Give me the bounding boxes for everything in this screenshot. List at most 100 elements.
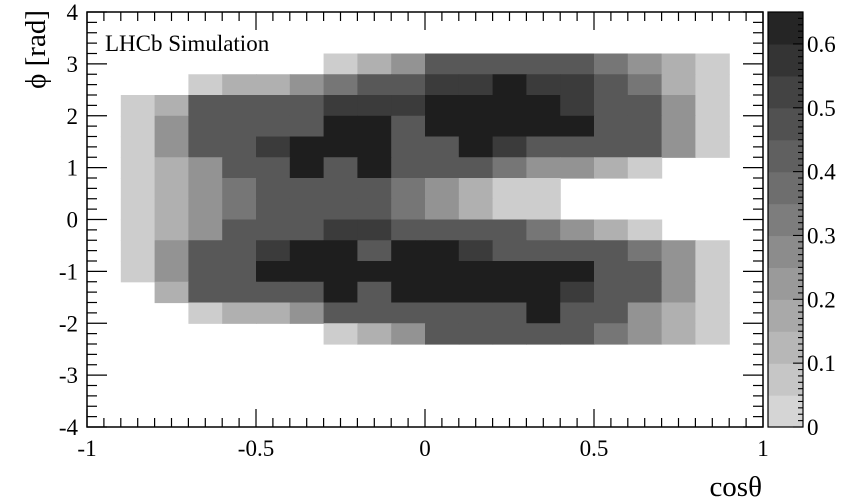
colorbar-segment: [768, 395, 803, 428]
heatmap-cell: [594, 323, 629, 345]
heatmap-cells: [120, 53, 730, 345]
heatmap-cell: [627, 157, 663, 179]
heatmap-cell: [357, 323, 392, 345]
heatmap-cell: [458, 74, 494, 96]
heatmap-cell: [120, 198, 156, 221]
heatmap-cell: [560, 240, 595, 262]
heatmap-cell: [594, 281, 629, 304]
heatmap-cell: [695, 115, 730, 138]
colorbar-tick-label: 0.2: [807, 287, 836, 312]
heatmap-cell: [256, 95, 291, 117]
heatmap-cell: [154, 136, 189, 158]
heatmap-cell: [492, 302, 527, 324]
heatmap-cell: [154, 198, 189, 221]
heatmap-cell: [661, 74, 696, 96]
heatmap-cell: [357, 74, 392, 96]
heatmap-cell: [661, 302, 696, 324]
heatmap-cell: [357, 240, 392, 262]
heatmap-cell: [627, 74, 663, 96]
heatmap-cell: [289, 95, 325, 117]
heatmap-cell: [695, 281, 730, 304]
heatmap-cell: [222, 115, 257, 138]
heatmap-cell: [492, 198, 527, 221]
heatmap-cell: [289, 198, 325, 221]
heatmap-cell: [425, 240, 460, 262]
heatmap-cell: [357, 198, 392, 221]
heatmap-cell: [526, 219, 561, 241]
heatmap-cell: [289, 115, 325, 138]
heatmap-cell: [289, 157, 325, 179]
heatmap-cell: [458, 95, 494, 117]
heatmap-cell: [357, 95, 392, 117]
heatmap-cell: [154, 240, 189, 262]
heatmap-cell: [560, 115, 595, 138]
heatmap-cell: [357, 302, 392, 324]
heatmap-cell: [357, 261, 392, 283]
colorbar-segment: [768, 331, 803, 364]
heatmap-cell: [357, 178, 392, 200]
colorbar-segment: [768, 43, 803, 77]
heatmap-cell: [391, 74, 426, 96]
y-axis: -4 -3 -2 -1 0 1 2 3 4: [59, 0, 763, 440]
heatmap-cell: [256, 219, 291, 241]
heatmap-cell: [222, 198, 257, 221]
heatmap-cell: [695, 302, 730, 324]
x-tick-label: -0.5: [238, 436, 274, 461]
heatmap-cell: [289, 178, 325, 200]
heatmap-cell: [492, 95, 527, 117]
heatmap-cell: [154, 219, 189, 241]
heatmap-cell: [256, 281, 291, 304]
x-tick-label: 0.5: [580, 436, 609, 461]
heatmap-cell: [425, 323, 460, 345]
heatmap-cell: [391, 240, 426, 262]
heatmap-cell: [526, 74, 561, 96]
heatmap-cell: [661, 281, 696, 304]
heatmap-cell: [256, 261, 291, 283]
heatmap-cell: [526, 53, 561, 75]
heatmap-cell: [560, 95, 595, 117]
heatmap-cell: [323, 95, 358, 117]
heatmap-cell: [188, 240, 223, 262]
heatmap-cell: [188, 157, 223, 179]
heatmap-cell: [391, 302, 426, 324]
heatmap-cell: [695, 53, 730, 75]
heatmap-cell: [425, 261, 460, 283]
colorbar-tick-label: 0.4: [807, 160, 836, 185]
heatmap-cell: [458, 53, 494, 75]
heatmap-cell: [120, 240, 156, 262]
heatmap-cell: [492, 323, 527, 345]
heatmap-cell: [560, 53, 595, 75]
heatmap-cell: [120, 178, 156, 200]
heatmap-cell: [391, 198, 426, 221]
heatmap-cell: [560, 302, 595, 324]
heatmap-cell: [154, 157, 189, 179]
heatmap-cell: [289, 261, 325, 283]
heatmap-cell: [289, 240, 325, 262]
heatmap-cell: [661, 240, 696, 262]
heatmap-cell: [661, 115, 696, 138]
y-tick-label: 2: [67, 104, 79, 129]
heatmap-cell: [289, 302, 325, 324]
heatmap-cell: [526, 115, 561, 138]
heatmap-cell: [526, 198, 561, 221]
heatmap-cell: [391, 323, 426, 345]
colorbar-segment: [768, 139, 803, 173]
x-tick-label: 1: [757, 436, 769, 461]
heatmap-cell: [120, 95, 156, 117]
heatmap-cell: [188, 115, 223, 138]
x-axis-label: cosθ: [709, 471, 762, 503]
heatmap-cell: [323, 323, 358, 345]
heatmap-cell: [458, 281, 494, 304]
colorbar: 0 0.1 0.2 0.3 0.4 0.5 0.6: [767, 11, 836, 440]
heatmap-cell: [323, 219, 358, 241]
heatmap-cell: [492, 240, 527, 262]
y-axis-label: ϕ [rad]: [20, 10, 52, 89]
colorbar-tick-label: 0.3: [807, 223, 836, 248]
heatmap-cell: [560, 157, 595, 179]
heatmap-cell: [154, 95, 189, 117]
y-tick-label: -3: [59, 363, 78, 388]
heatmap-cell: [323, 302, 358, 324]
heatmap-cell: [526, 302, 561, 324]
colorbar-segment: [768, 203, 803, 237]
